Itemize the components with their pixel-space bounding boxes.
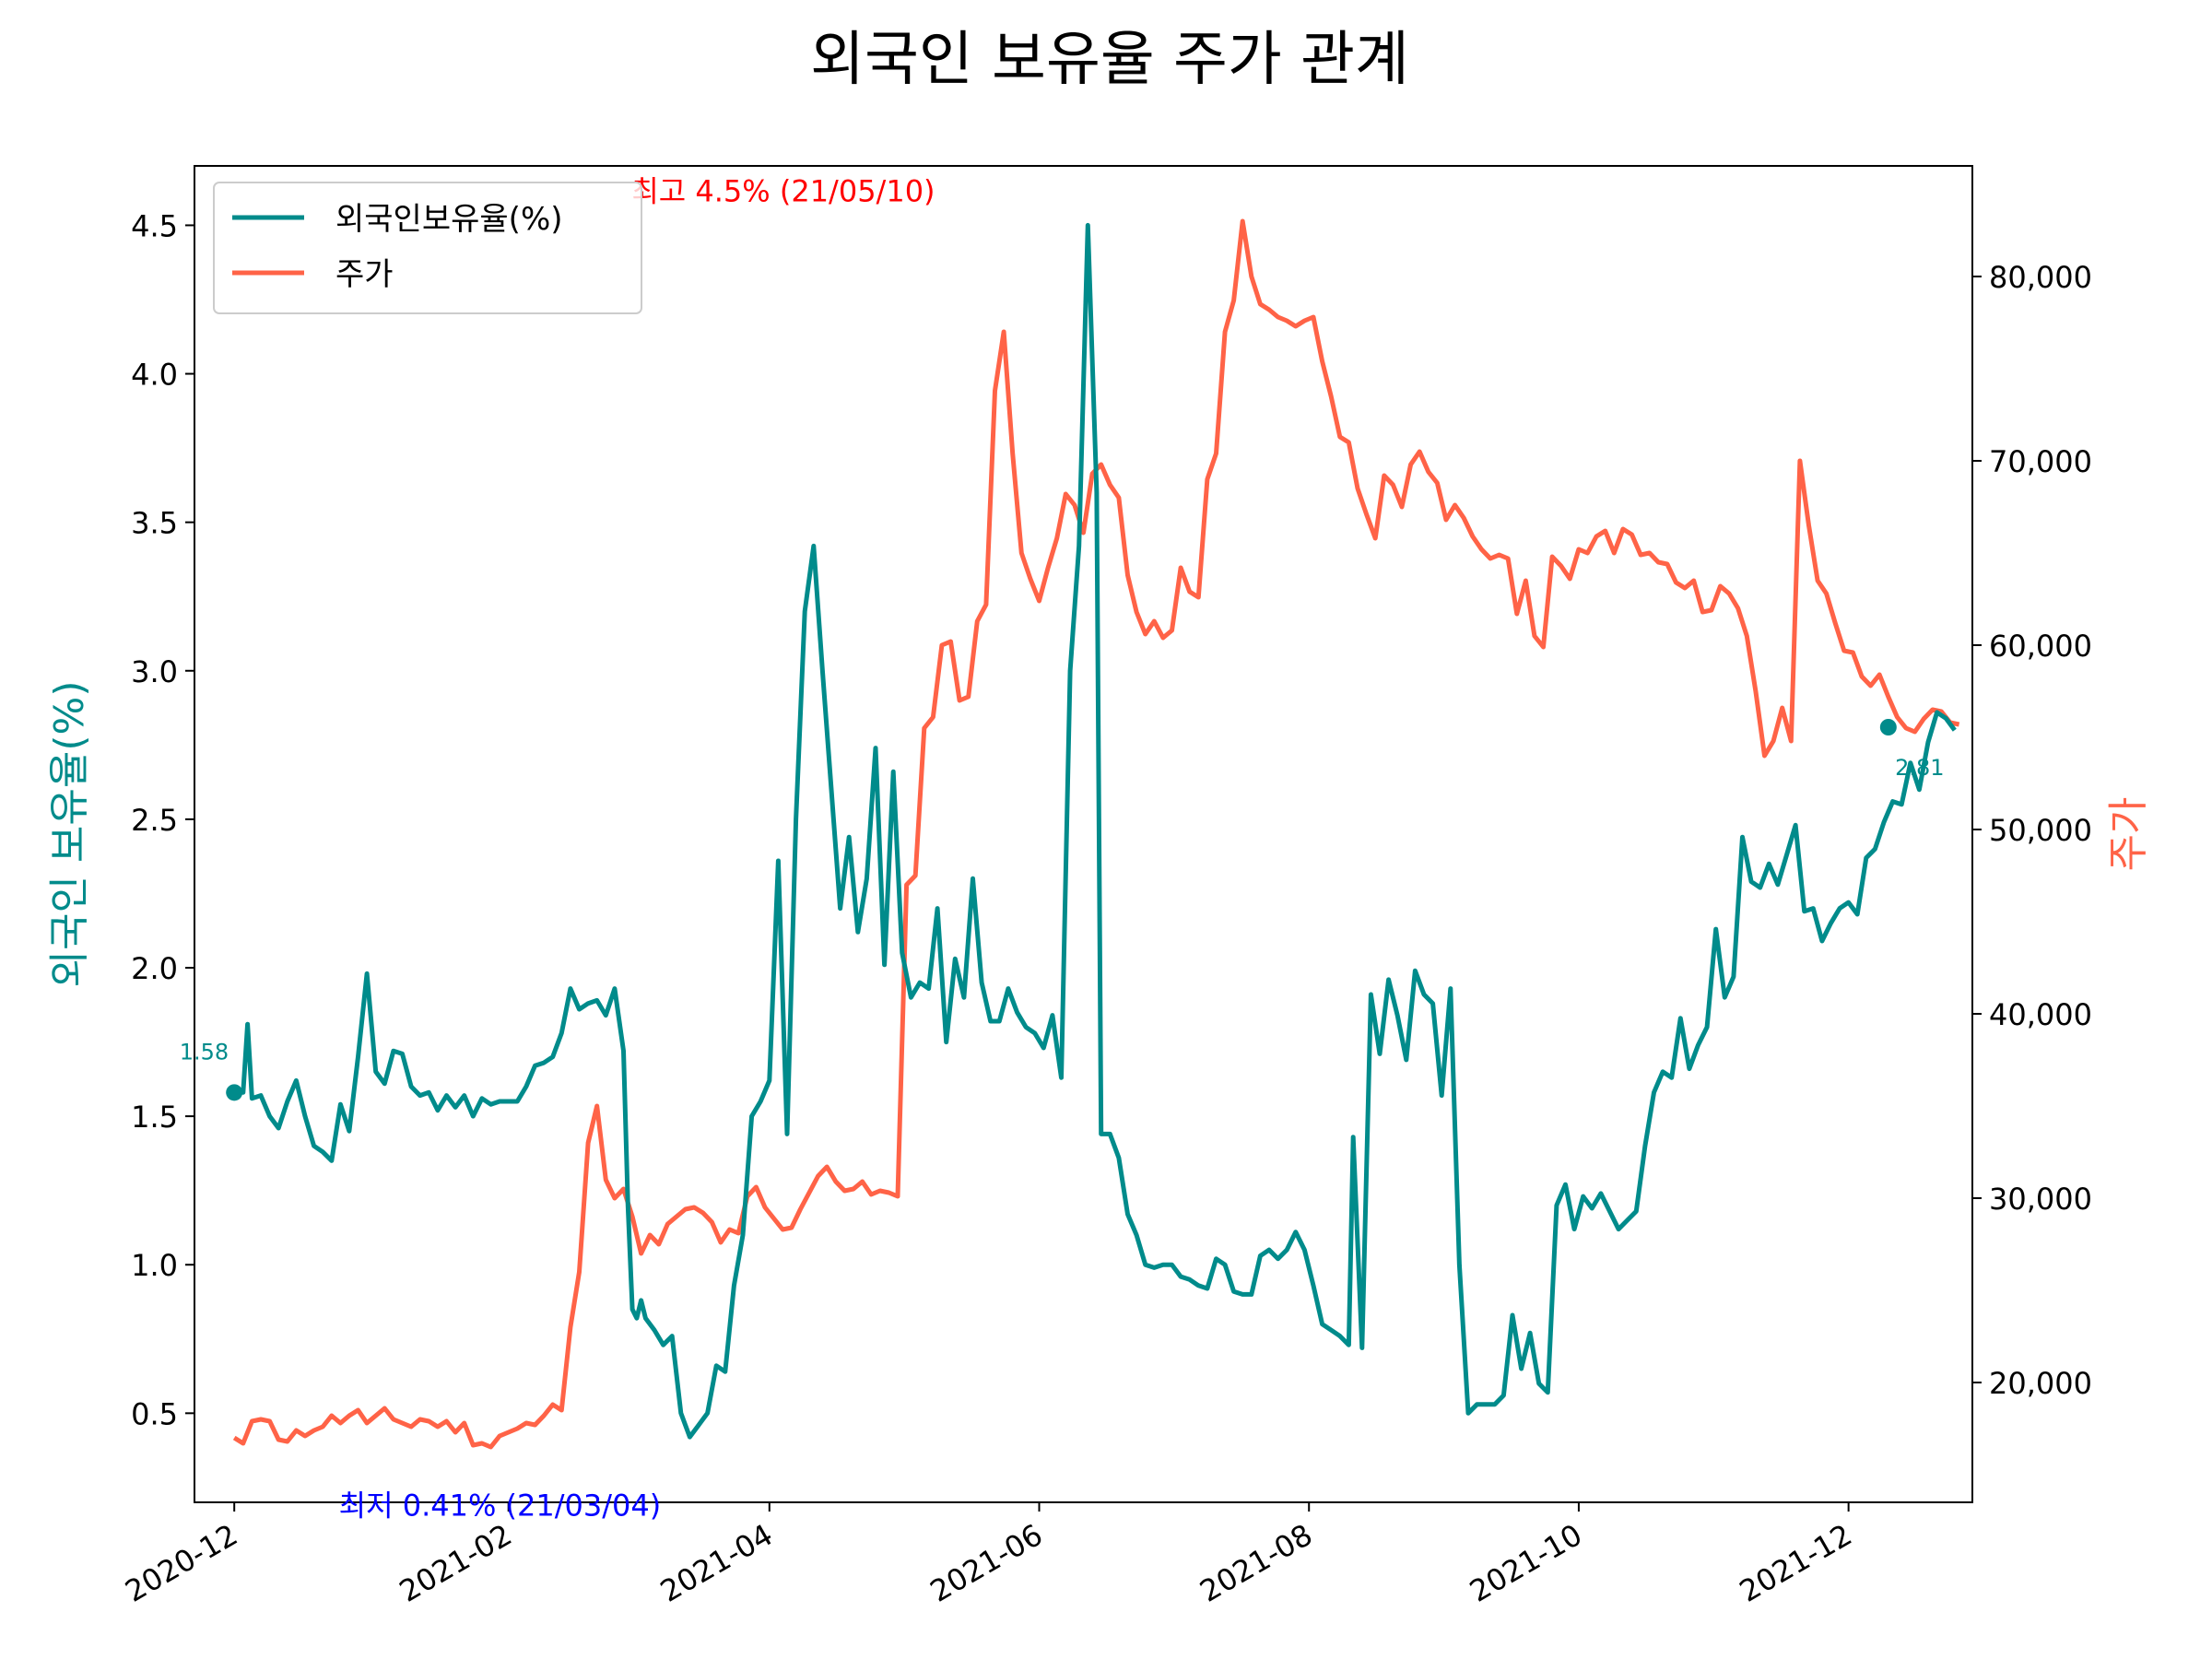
y-tick-label-left: 3.5 <box>131 506 178 541</box>
left-axis: 0.5 1.0 1.5 2.0 2.5 3.0 3.5 4.0 4.5 <box>131 208 194 1431</box>
end-marker <box>1879 719 1897 735</box>
min-annotation: 최저 0.41% (21/03/04) <box>339 1488 662 1523</box>
x-tick-label: 2021-06 <box>924 1517 1049 1609</box>
y-tick-label-left: 2.0 <box>131 951 178 986</box>
y-tick-label-right: 50,000 <box>1989 813 2092 848</box>
x-tick-label: 2021-10 <box>1464 1517 1588 1609</box>
legend-box <box>213 182 642 314</box>
start-value-label: 1.58 <box>180 1039 229 1065</box>
y-tick-label-left: 1.5 <box>131 1100 178 1135</box>
y-tick-label-right: 80,000 <box>1989 260 2092 295</box>
y-tick-label-right: 40,000 <box>1989 997 2092 1032</box>
right-axis: 20,000 30,000 40,000 50,000 60,000 70,000 80,0… <box>1972 260 2092 1401</box>
y-axis-label-left: 외국인 보유율(%) <box>46 680 93 987</box>
y-axis-label-right: 주가 <box>2105 797 2152 872</box>
y-tick-label-right: 70,000 <box>1989 444 2092 479</box>
y-tick-label-left: 3.0 <box>131 654 178 689</box>
legend-label-price: 주가 <box>335 256 394 293</box>
x-tick-label: 2021-08 <box>1194 1517 1318 1609</box>
chart-title: 외국인 보유율 주가 관계 <box>810 26 1409 94</box>
x-tick-label: 2021-04 <box>654 1517 779 1609</box>
y-tick-label-left: 1.0 <box>131 1248 178 1283</box>
x-tick-label: 2020-12 <box>119 1517 243 1609</box>
legend-label-ownership: 외국인보유율(%) <box>335 201 563 238</box>
price-line <box>232 218 1960 1450</box>
annotation-layer: 1.58 2.81 최고 4.5% (21/05/10) 최저 0.41% (21/0… <box>180 173 1945 1523</box>
y-tick-label-right: 30,000 <box>1989 1182 2092 1217</box>
series-layer <box>232 218 1960 1450</box>
legend: 외국인보유율(%) 주가 <box>213 182 642 314</box>
plot-area <box>194 165 1973 1503</box>
x-tick-label: 2021-02 <box>394 1517 518 1609</box>
y-tick-label-left: 2.5 <box>131 803 178 838</box>
ownership-line <box>234 222 1957 1440</box>
y-tick-label-right: 60,000 <box>1989 629 2092 664</box>
max-annotation: 최고 4.5% (21/05/10) <box>631 173 935 208</box>
y-tick-label-left: 4.0 <box>131 358 178 393</box>
y-tick-label-right: 20,000 <box>1989 1366 2092 1401</box>
x-tick-label: 2021-12 <box>1734 1517 1858 1609</box>
y-tick-label-left: 4.5 <box>131 208 178 243</box>
y-tick-label-left: 0.5 <box>131 1396 178 1431</box>
start-marker <box>226 1084 243 1101</box>
end-value-label: 2.81 <box>1895 755 1944 781</box>
axes-frame <box>194 165 1973 1503</box>
